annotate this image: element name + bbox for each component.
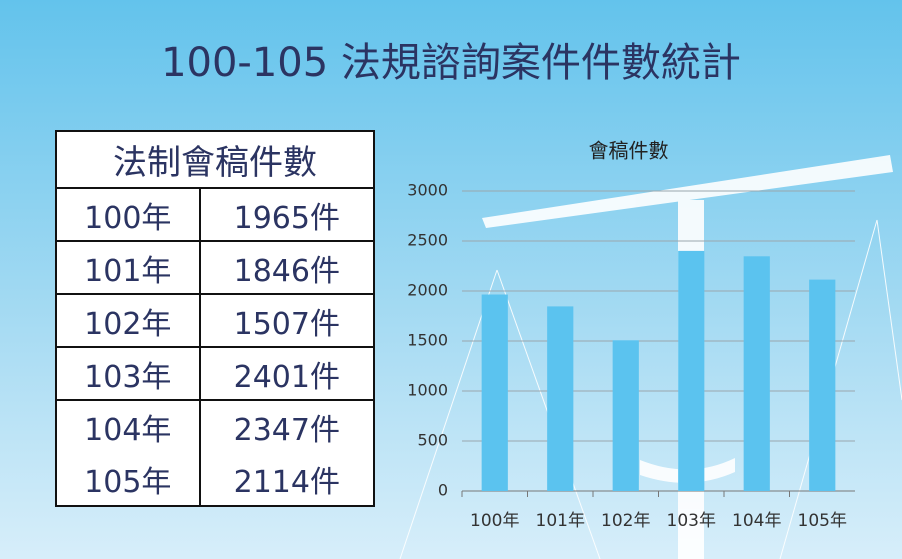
year-cell: 104年 [56,400,200,453]
bar [482,295,508,492]
year-cell: 103年 [56,347,200,400]
year-cell: 100年 [56,188,200,241]
x-tick-label: 100年 [470,511,519,531]
bar [678,251,704,491]
year-cell: 102年 [56,294,200,347]
y-tick-label: 0 [438,481,448,500]
year-cell: 105年 [56,453,200,506]
bar [744,256,770,491]
y-tick-label: 3000 [407,181,448,200]
x-tick-label: 102年 [601,511,650,531]
x-tick-label: 101年 [536,511,585,531]
slide: 會稿件數050010001500200025003000100年101年102年… [0,0,902,559]
bar [613,340,639,491]
bar [809,280,835,491]
header-row: 法制會稿件數 [56,131,374,188]
y-tick-label: 2000 [407,281,448,300]
x-tick-label: 105年 [798,511,847,531]
x-tick-label: 103年 [667,511,716,531]
table-header: 法制會稿件數 [56,131,374,188]
x-tick-label: 104年 [732,511,781,531]
count-cell: 2114件 [200,453,374,506]
y-tick-label: 1000 [407,381,448,400]
count-cell: 2347件 [200,400,374,453]
count-cell: 1965件 [200,188,374,241]
bar [547,306,573,491]
count-cell: 1846件 [200,241,374,294]
y-tick-label: 1500 [407,331,448,350]
y-tick-label: 500 [417,431,448,450]
page-title: 100-105 法規諮詢案件件數統計 [0,30,902,88]
chart-title: 會稿件數 [589,139,669,163]
count-cell: 1507件 [200,294,374,347]
year-cell: 101年 [56,241,200,294]
y-tick-label: 2500 [407,231,448,250]
count-cell: 2401件 [200,347,374,400]
